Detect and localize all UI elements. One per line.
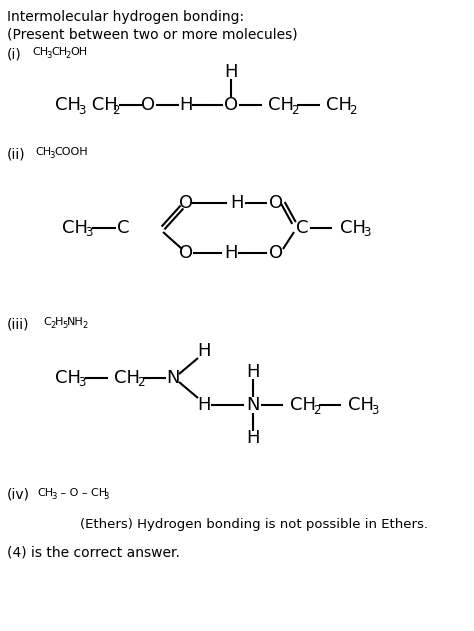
Text: C: C	[43, 317, 51, 327]
Text: H: H	[55, 317, 64, 327]
Text: CH: CH	[290, 396, 316, 414]
Text: (iv): (iv)	[7, 488, 30, 502]
Text: 2: 2	[82, 321, 87, 330]
Text: 3: 3	[78, 377, 85, 389]
Text: (i): (i)	[7, 48, 22, 62]
Text: (Present between two or more molecules): (Present between two or more molecules)	[7, 27, 298, 41]
Text: (4) is the correct answer.: (4) is the correct answer.	[7, 545, 180, 559]
Text: 5: 5	[62, 321, 67, 330]
Text: CH: CH	[348, 396, 374, 414]
Text: O: O	[179, 194, 193, 212]
Text: (ii): (ii)	[7, 147, 26, 161]
Text: (Ethers) Hydrogen bonding is not possible in Ethers.: (Ethers) Hydrogen bonding is not possibl…	[80, 518, 428, 531]
Text: NH: NH	[67, 317, 84, 327]
Text: H: H	[179, 96, 193, 114]
Text: 3: 3	[371, 403, 378, 416]
Text: 3: 3	[85, 227, 92, 240]
Text: H: H	[224, 63, 238, 81]
Text: N: N	[166, 369, 180, 387]
Text: C: C	[117, 219, 129, 237]
Text: CH: CH	[268, 96, 294, 114]
Text: N: N	[246, 396, 260, 414]
Text: H: H	[246, 363, 260, 381]
Text: CH: CH	[340, 219, 366, 237]
Text: H: H	[224, 244, 238, 262]
Text: CH: CH	[55, 96, 81, 114]
Text: CH: CH	[55, 369, 81, 387]
Text: 3: 3	[46, 51, 51, 60]
Text: 2: 2	[112, 103, 119, 117]
Text: 3: 3	[49, 151, 55, 160]
Text: CH: CH	[326, 96, 352, 114]
Text: – O – CH: – O – CH	[57, 488, 107, 498]
Text: CH: CH	[32, 47, 48, 57]
Text: O: O	[269, 194, 283, 212]
Text: 2: 2	[291, 103, 299, 117]
Text: CH: CH	[37, 488, 53, 498]
Text: 2: 2	[349, 103, 356, 117]
Text: COOH: COOH	[54, 147, 88, 157]
Text: OH: OH	[70, 47, 87, 57]
Text: 3: 3	[78, 103, 85, 117]
Text: O: O	[224, 96, 238, 114]
Text: 3: 3	[103, 492, 109, 501]
Text: H: H	[246, 429, 260, 447]
Text: (iii): (iii)	[7, 318, 29, 332]
Text: 3: 3	[51, 492, 56, 501]
Text: H: H	[197, 342, 211, 360]
Text: CH: CH	[35, 147, 51, 157]
Text: 2: 2	[50, 321, 55, 330]
Text: 2: 2	[137, 377, 145, 389]
Text: H: H	[197, 396, 211, 414]
Text: 2: 2	[65, 51, 70, 60]
Text: O: O	[179, 244, 193, 262]
Text: CH: CH	[51, 47, 67, 57]
Text: 2: 2	[313, 403, 320, 416]
Text: Intermolecular hydrogen bonding:: Intermolecular hydrogen bonding:	[7, 10, 244, 24]
Text: CH: CH	[62, 219, 88, 237]
Text: O: O	[269, 244, 283, 262]
Text: O: O	[141, 96, 155, 114]
Text: CH: CH	[114, 369, 140, 387]
Text: CH: CH	[86, 96, 118, 114]
Text: H: H	[230, 194, 244, 212]
Text: C: C	[296, 219, 308, 237]
Text: 3: 3	[363, 227, 370, 240]
